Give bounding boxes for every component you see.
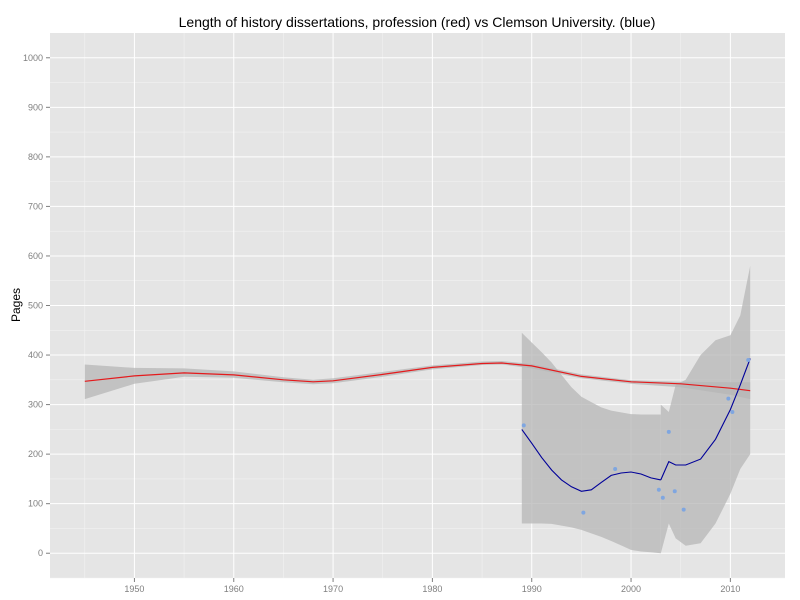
x-tick-label: 1990 [522,584,542,594]
data-points [521,358,751,515]
x-tick-label: 1980 [422,584,442,594]
clemson-point [726,396,731,401]
clemson-point [666,429,671,434]
x-tick-label: 2000 [621,584,641,594]
grid-major [50,33,785,578]
y-tick-label: 900 [28,102,43,112]
x-axis: 1950 1960 1970 1980 1990 2000 2010 [124,578,740,594]
y-tick-label: 400 [28,350,43,360]
clemson-point [746,358,751,362]
y-tick-label: 600 [28,251,43,261]
clemson-point [730,410,735,415]
y-tick-label: 200 [28,449,43,459]
x-tick-label: 2010 [720,584,740,594]
clemson-confidence-band [660,265,751,554]
clemson-trend-line [660,358,751,481]
x-tick-label: 1950 [124,584,144,594]
clemson-point [656,487,661,492]
y-tick-label: 1000 [23,53,43,63]
profession-trend-line [84,362,751,392]
smooth-lines [84,358,751,492]
y-tick-label: 300 [28,400,43,410]
clemson-point [660,495,665,500]
clemson-point [672,489,677,494]
x-tick-label: 1960 [224,584,244,594]
y-tick-label: 100 [28,499,43,509]
clemson-point [581,510,586,515]
x-tick-label: 1970 [323,584,343,594]
y-tick-label: 500 [28,301,43,311]
clemson-trend-line [521,429,661,492]
chart-title: Length of history dissertations, profess… [178,14,656,30]
clemson-point [521,423,526,428]
y-tick-label: 0 [38,548,43,558]
clemson-confidence-band [521,332,661,554]
y-tick-label: 700 [28,201,43,211]
clemson-point [613,467,618,471]
y-axis: 0 100 200 300 400 500 600 700 800 900 1000 [23,53,50,558]
clemson-point [681,507,686,512]
y-tick-label: 800 [28,152,43,162]
